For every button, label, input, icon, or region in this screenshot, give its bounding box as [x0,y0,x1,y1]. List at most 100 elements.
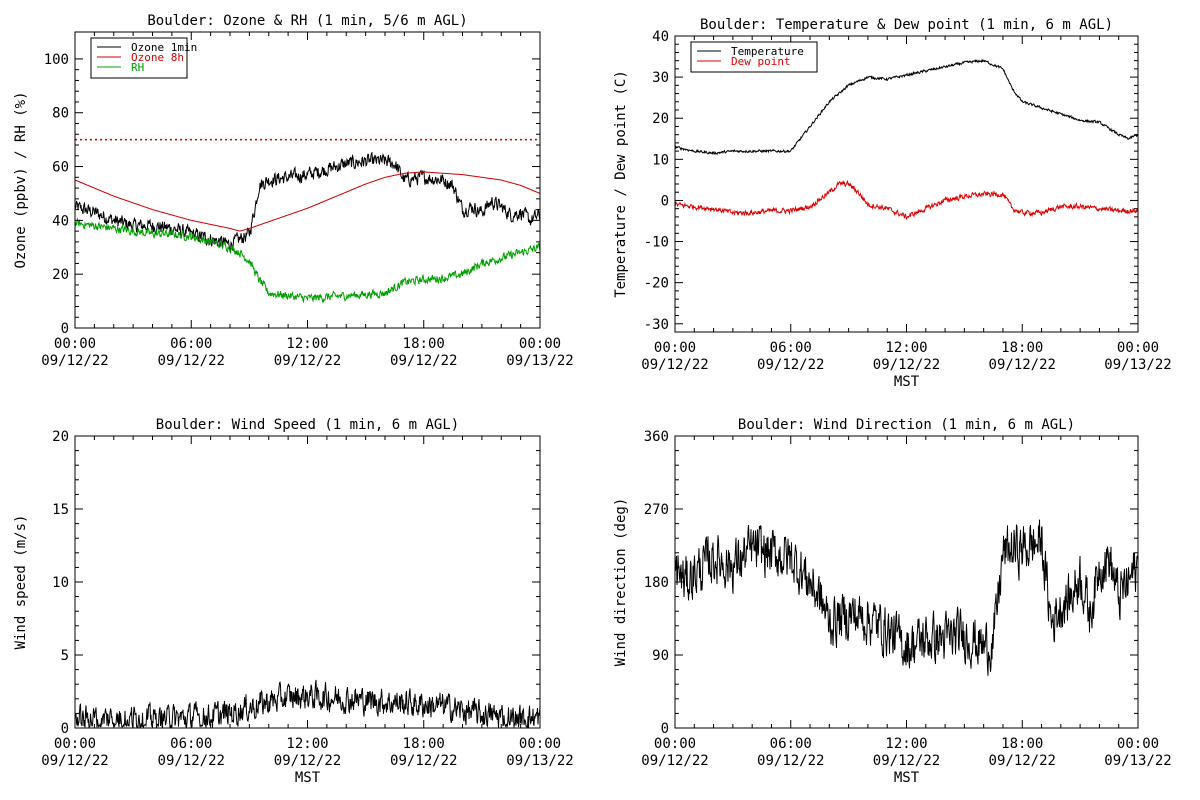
chart-winddir-xtick-date: 09/12/22 [757,753,824,769]
chart-windspeed-xtick-date: 09/13/22 [506,753,573,769]
chart-ozone-ytick-label: 80 [52,106,69,122]
chart-temperature-ytick-label: -30 [644,317,669,333]
chart-winddir-xtick-time: 18:00 [1001,736,1043,752]
chart-winddir-plot-area [675,519,1138,676]
chart-ozone-legend-label: RH [131,61,144,74]
chart-ozone-xtick-time: 12:00 [286,336,328,352]
chart-winddir-xtick-time: 00:00 [1117,736,1159,752]
chart-winddir-title: Boulder: Wind Direction (1 min, 6 m AGL) [738,417,1075,433]
chart-windspeed-ylabel: Wind speed (m/s) [13,515,29,650]
chart-windspeed-series-0 [75,679,540,728]
chart-temperature-xtick-time: 18:00 [1001,340,1043,356]
chart-winddir-ytick-label: 360 [644,429,669,445]
chart-winddir-ytick-label: 270 [644,502,669,518]
chart-temperature-ytick-label: 40 [652,29,669,45]
chart-temperature-legend-label: Temperature [731,45,804,58]
chart-temperature-ytick-label: 20 [652,111,669,127]
chart-windspeed-ytick-label: 10 [52,575,69,591]
chart-windspeed-xtick-time: 00:00 [519,736,561,752]
chart-windspeed-xtick-date: 09/12/22 [274,753,341,769]
chart-temperature-legend-label: Dew point [731,55,791,68]
chart-temperature-xlabel: MST [894,374,920,390]
chart-temperature-xtick-time: 00:00 [1117,340,1159,356]
chart-ozone-ytick-label: 0 [61,321,69,337]
chart-temperature-xtick-date: 09/12/22 [641,357,708,373]
chart-winddir-xlabel: MST [894,770,920,786]
chart-windspeed-ytick-label: 5 [61,648,69,664]
chart-windspeed-title: Boulder: Wind Speed (1 min, 6 m AGL) [156,417,459,433]
chart-temperature-axes-frame [674,35,1139,333]
chart-windspeed-axes-frame [74,435,541,729]
chart-ozone-xtick-time: 18:00 [403,336,445,352]
chart-windspeed-xtick-time: 06:00 [170,736,212,752]
chart-temperature-ytick-label: -20 [644,276,669,292]
chart-ozone-series-rh [75,217,540,304]
chart-winddir-xtick-date: 09/12/22 [989,753,1056,769]
chart-temperature-ytick-label: 0 [661,193,669,209]
chart-ozone-xtick-date: 09/12/22 [158,353,225,369]
chart-winddir-ytick-label: 0 [661,721,669,737]
chart-winddir: 09018027036000:0009/12/2206:0009/12/2212… [613,417,1172,786]
chart-ozone-title: Boulder: Ozone & RH (1 min, 5/6 m AGL) [147,13,467,29]
chart-ozone-ytick-label: 100 [44,52,69,68]
chart-ozone-xtick-time: 00:00 [54,336,96,352]
chart-windspeed-xtick-date: 09/12/22 [41,753,108,769]
chart-windspeed-ytick-label: 15 [52,502,69,518]
chart-ozone-legend [90,37,188,79]
chart-winddir-xtick-time: 06:00 [770,736,812,752]
chart-temperature-legend [690,41,818,73]
chart-windspeed-ytick-label: 0 [61,721,69,737]
chart-temperature-xtick-time: 06:00 [770,340,812,356]
chart-winddir-series-0 [675,519,1138,676]
chart-temperature-xtick-date: 09/12/22 [989,357,1056,373]
chart-temperature-ytick-label: 30 [652,70,669,86]
chart-ozone-xtick-date: 09/13/22 [506,353,573,369]
chart-windspeed-xtick-time: 18:00 [403,736,445,752]
chart-winddir-xtick-time: 00:00 [654,736,696,752]
chart-windspeed: 0510152000:0009/12/2206:0009/12/2212:000… [13,417,574,786]
chart-ozone-legend-label: Ozone 1min [131,41,197,54]
chart-ozone-xtick-date: 09/12/22 [41,353,108,369]
chart-temperature-xtick-date: 09/12/22 [873,357,940,373]
chart-ozone-ylabel: Ozone (ppbv) / RH (%) [13,91,29,268]
chart-ozone-ytick-label: 60 [52,160,69,176]
chart-ozone-series-ozone-8h [75,171,540,232]
chart-temperature-title: Boulder: Temperature & Dew point (1 min,… [700,17,1113,33]
chart-winddir-xtick-date: 09/13/22 [1104,753,1171,769]
chart-windspeed-xtick-time: 12:00 [286,736,328,752]
chart-temperature-ylabel: Temperature / Dew point (C) [613,70,629,298]
chart-temperature-xtick-time: 12:00 [885,340,927,356]
chart-ozone-legend-label: Ozone 8h [131,51,184,64]
chart-temperature-series-dew-point [675,179,1138,221]
chart-temperature-xtick-time: 00:00 [654,340,696,356]
chart-windspeed-xtick-date: 09/12/22 [390,753,457,769]
chart-winddir-xtick-date: 09/12/22 [873,753,940,769]
chart-winddir-ytick-label: 180 [644,575,669,591]
chart-windspeed-xtick-time: 00:00 [54,736,96,752]
chart-temperature-plot-area [675,58,1138,221]
chart-temperature-ytick-label: -10 [644,235,669,251]
chart-winddir-ylabel: Wind direction (deg) [613,498,629,667]
chart-ozone-xtick-date: 09/12/22 [390,353,457,369]
chart-winddir-ytick-label: 90 [652,648,669,664]
chart-temperature-xtick-date: 09/13/22 [1104,357,1171,373]
chart-winddir-xtick-date: 09/12/22 [641,753,708,769]
chart-ozone-xtick-date: 09/12/22 [274,353,341,369]
chart-windspeed-xlabel: MST [295,770,321,786]
chart-ozone-plot-area [75,138,540,304]
chart-ozone-ytick-label: 20 [52,267,69,283]
chart-temperature: -30-20-1001020304000:0009/12/2206:0009/1… [613,17,1172,390]
chart-windspeed-plot-area [75,679,540,728]
chart-ozone: 02040608010000:0009/12/2206:0009/12/2212… [13,13,574,369]
chart-winddir-xtick-time: 12:00 [885,736,927,752]
chart-temperature-xtick-date: 09/12/22 [757,357,824,373]
chart-ozone-ytick-label: 40 [52,213,69,229]
chart-temperature-ytick-label: 10 [652,152,669,168]
chart-ozone-xtick-time: 06:00 [170,336,212,352]
chart-windspeed-ytick-label: 20 [52,429,69,445]
chart-ozone-xtick-time: 00:00 [519,336,561,352]
chart-ozone-series-ozone-1min [75,151,540,253]
chart-temperature-series-temperature [675,58,1138,156]
chart-windspeed-xtick-date: 09/12/22 [158,753,225,769]
